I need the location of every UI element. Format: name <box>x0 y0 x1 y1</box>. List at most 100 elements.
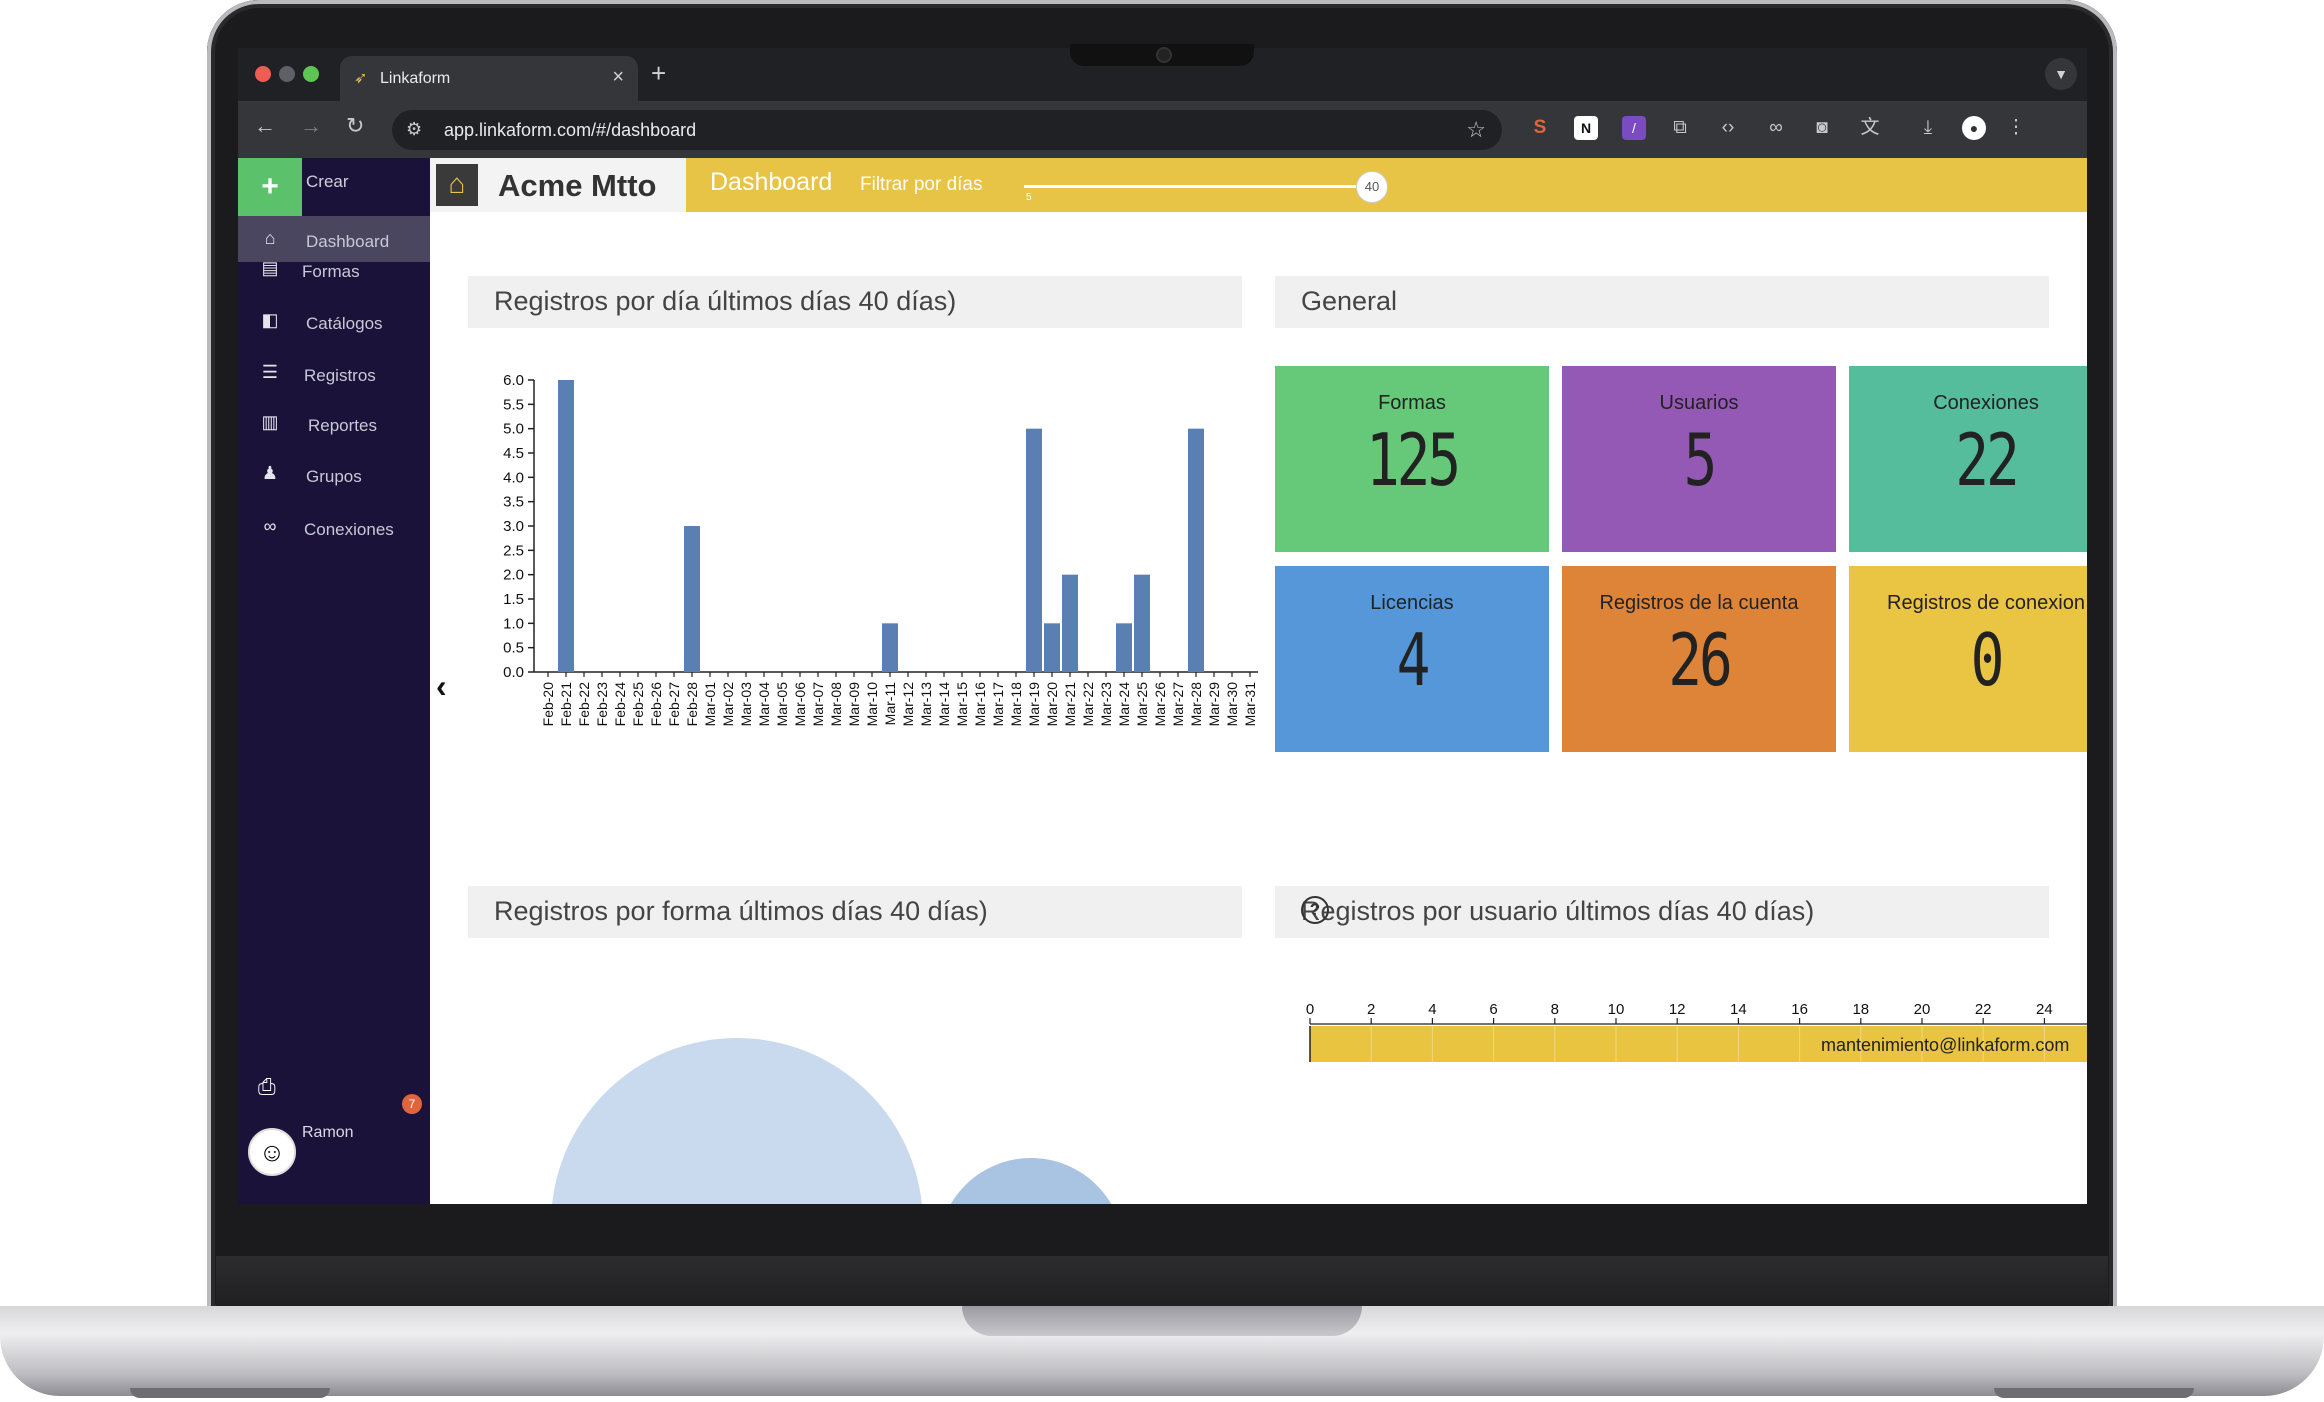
sidebar-item-registros[interactable]: ☰ Registros <box>238 350 430 396</box>
card-registros-conexion[interactable]: Registros de conexion 0 <box>1849 566 2087 752</box>
sidebar-item-reportes[interactable]: ▥ Reportes <box>238 400 430 446</box>
x-tick-label: Mar-01 <box>702 682 718 727</box>
laptop-bezel <box>216 1256 2108 1312</box>
reload-icon[interactable]: ↻ <box>346 113 365 138</box>
card-licencias[interactable]: Licencias 4 <box>1275 566 1549 752</box>
sidebar-item-formas[interactable]: ▤ Formas <box>238 246 430 292</box>
card-label: Formas <box>1378 392 1446 414</box>
extensions-puzzle-icon[interactable]: ⧉ <box>1673 117 1687 138</box>
x-tick-label: 18 <box>1852 1001 1869 1018</box>
screenshot-icon[interactable]: ◙ <box>1816 117 1828 138</box>
extension-slash-icon[interactable]: / <box>1622 116 1646 140</box>
user-avatar[interactable]: ☺ <box>248 1128 296 1176</box>
filter-days-label: Filtrar por días <box>860 174 983 195</box>
card-registros-cuenta[interactable]: Registros de la cuenta 26 <box>1562 566 1836 752</box>
address-bar[interactable]: ⚙ app.linkaform.com/#/dashboard ☆ <box>392 110 1502 150</box>
browser-menu-icon[interactable]: ⋮ <box>2006 117 2026 138</box>
download-icon[interactable]: ⤓ <box>1923 117 1933 138</box>
form-bubble-small[interactable] <box>938 1158 1124 1204</box>
x-tick-label: Mar-31 <box>1242 682 1258 727</box>
browser-tab[interactable]: ➶ Linkaform × <box>340 56 638 101</box>
tab-strip: ➶ Linkaform × + ▼ <box>238 48 2087 101</box>
x-tick-label: Mar-06 <box>792 682 808 727</box>
url-text[interactable]: app.linkaform.com/#/dashboard <box>444 120 697 140</box>
sidebar-item-label: Conexiones <box>304 520 394 539</box>
x-tick-label: 22 <box>1975 1001 1992 1018</box>
x-tick-label: 10 <box>1608 1001 1625 1018</box>
link-icon[interactable]: ∞ <box>1769 117 1783 138</box>
form-bubble-large[interactable] <box>551 1038 923 1204</box>
brand[interactable]: ⌂ Acme Mtto <box>430 158 686 212</box>
x-tick-label: 16 <box>1791 1001 1808 1018</box>
translate-icon[interactable]: 文 <box>1860 117 1880 138</box>
sidebar-item-label: Formas <box>302 262 360 281</box>
x-tick-label: Mar-20 <box>1044 682 1060 727</box>
bar-feb-28 <box>684 526 700 672</box>
panel-title-general: General <box>1275 276 2049 328</box>
sidebar-item-label: Registros <box>304 366 376 385</box>
camera-icon <box>1156 47 1172 63</box>
create-label[interactable]: Crear <box>306 172 349 191</box>
sidebar-item-catalogos[interactable]: ◧ Catálogos <box>238 298 430 344</box>
x-tick-label: Mar-15 <box>954 682 970 727</box>
x-tick-label: 14 <box>1730 1001 1747 1018</box>
developer-code-icon[interactable]: ‹› <box>1721 117 1735 138</box>
sidebar-item-label: Reportes <box>308 416 377 435</box>
sidebar-item-grupos[interactable]: ♟ Grupos <box>238 451 430 497</box>
home-icon: ⌂ <box>264 228 276 248</box>
extension-notion-icon[interactable]: N <box>1574 116 1598 140</box>
extension-s-icon[interactable]: S <box>1533 117 1547 138</box>
browser-toolbar: ← → ↻ ⚙ app.linkaform.com/#/dashboard ☆ … <box>238 101 2087 158</box>
card-value: 4 <box>1396 618 1431 702</box>
page-title: Dashboard <box>710 168 833 196</box>
bookmark-star-icon[interactable]: ☆ <box>1466 117 1486 142</box>
inbox-icon[interactable]: ⎙ <box>258 1074 276 1099</box>
days-slider-track[interactable] <box>1024 185 1376 188</box>
back-arrow-icon[interactable]: ← <box>254 113 276 138</box>
close-window-button[interactable] <box>255 66 271 82</box>
sidebar-item-conexiones[interactable]: ∞ Conexiones <box>238 504 430 550</box>
x-tick-label: Mar-22 <box>1080 682 1096 727</box>
x-tick-label: Mar-18 <box>1008 682 1024 727</box>
bar-mar-28 <box>1188 428 1204 672</box>
card-value: 26 <box>1668 618 1733 702</box>
panel-title-text: Registros por día últimos días 40 días) <box>494 286 957 316</box>
chevron-left-icon[interactable]: ‹ <box>436 668 447 704</box>
y-tick-label: 2.0 <box>503 567 524 584</box>
tab-search-chevron-icon[interactable]: ▼ <box>2045 58 2077 90</box>
y-tick-label: 4.5 <box>503 445 524 462</box>
x-tick-label: 6 <box>1489 1001 1497 1018</box>
x-tick-label: Mar-19 <box>1026 682 1042 727</box>
sidebar-item-dashboard[interactable]: ⌂ Dashboard <box>238 216 430 262</box>
new-tab-button[interactable]: + <box>651 58 667 88</box>
create-plus-button[interactable]: + <box>238 158 302 216</box>
x-tick-label: 24 <box>2036 1001 2053 1018</box>
notification-badge: 7 <box>402 1094 422 1114</box>
bar-feb-21 <box>558 380 574 672</box>
x-tick-label: Mar-02 <box>720 682 736 727</box>
x-tick-label: 2 <box>1367 1001 1375 1018</box>
browser-window: ➶ Linkaform × + ▼ ← → ↻ ⚙ app.linkaform.… <box>238 48 2087 1204</box>
days-slider-handle[interactable]: 40 <box>1356 171 1388 203</box>
panel-title-text: Registros por forma últimos días 40 días… <box>494 896 988 926</box>
maximize-window-button[interactable] <box>303 66 319 82</box>
x-tick-label: Feb-27 <box>666 682 682 727</box>
site-settings-icon[interactable]: ⚙ <box>406 119 423 139</box>
card-value: 0 <box>1970 618 2005 702</box>
card-usuarios[interactable]: Usuarios 5 <box>1562 366 1836 552</box>
minimize-window-button[interactable] <box>279 66 295 82</box>
forward-arrow-icon[interactable]: → <box>300 113 322 138</box>
house-logo-icon: ⌂ <box>436 164 478 206</box>
profile-avatar-icon[interactable]: ● <box>1962 116 1986 140</box>
bar-mar-19 <box>1026 428 1042 672</box>
camera-notch <box>1070 44 1254 66</box>
close-tab-icon[interactable]: × <box>612 66 624 88</box>
help-question-icon[interactable]: ? <box>1301 896 1329 924</box>
panel-title-by-user: Registros por usuario últimos días 40 dí… <box>1275 886 2049 938</box>
bar-mar-21 <box>1062 574 1078 672</box>
linkaform-app: + Crear ⌂ Dashboard ▤ Formas ◧ Catálogos… <box>238 158 2087 1204</box>
card-conexiones[interactable]: Conexiones 22 <box>1849 366 2087 552</box>
x-tick-label: Mar-09 <box>846 682 862 727</box>
card-formas[interactable]: Formas 125 <box>1275 366 1549 552</box>
user-name[interactable]: Ramon <box>302 1124 354 1141</box>
